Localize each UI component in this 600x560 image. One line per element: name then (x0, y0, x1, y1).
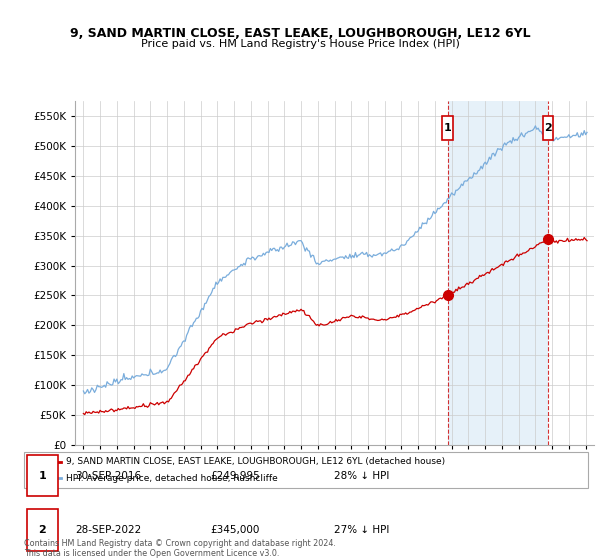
Text: 9, SAND MARTIN CLOSE, EAST LEAKE, LOUGHBOROUGH, LE12 6YL: 9, SAND MARTIN CLOSE, EAST LEAKE, LOUGHB… (70, 27, 530, 40)
Text: 1: 1 (38, 471, 46, 480)
Text: 2: 2 (544, 123, 552, 133)
FancyBboxPatch shape (442, 116, 452, 140)
Text: £345,000: £345,000 (210, 525, 259, 535)
Text: 2: 2 (38, 525, 46, 535)
Text: 28-SEP-2022: 28-SEP-2022 (75, 525, 141, 535)
Bar (448, 101, 548, 445)
Text: Contains HM Land Registry data © Crown copyright and database right 2024.
This d: Contains HM Land Registry data © Crown c… (24, 539, 336, 558)
Text: Price paid vs. HM Land Registry's House Price Index (HPI): Price paid vs. HM Land Registry's House … (140, 39, 460, 49)
Text: 28% ↓ HPI: 28% ↓ HPI (334, 471, 389, 480)
FancyBboxPatch shape (27, 510, 58, 550)
FancyBboxPatch shape (543, 116, 553, 140)
Text: 1: 1 (443, 123, 451, 133)
FancyBboxPatch shape (27, 455, 58, 496)
Text: 30-SEP-2016: 30-SEP-2016 (75, 471, 141, 480)
Text: £249,995: £249,995 (210, 471, 260, 480)
Text: 9, SAND MARTIN CLOSE, EAST LEAKE, LOUGHBOROUGH, LE12 6YL (detached house): 9, SAND MARTIN CLOSE, EAST LEAKE, LOUGHB… (66, 458, 445, 466)
Text: HPI: Average price, detached house, Rushcliffe: HPI: Average price, detached house, Rush… (66, 474, 278, 483)
FancyBboxPatch shape (24, 452, 588, 488)
Text: 27% ↓ HPI: 27% ↓ HPI (334, 525, 389, 535)
